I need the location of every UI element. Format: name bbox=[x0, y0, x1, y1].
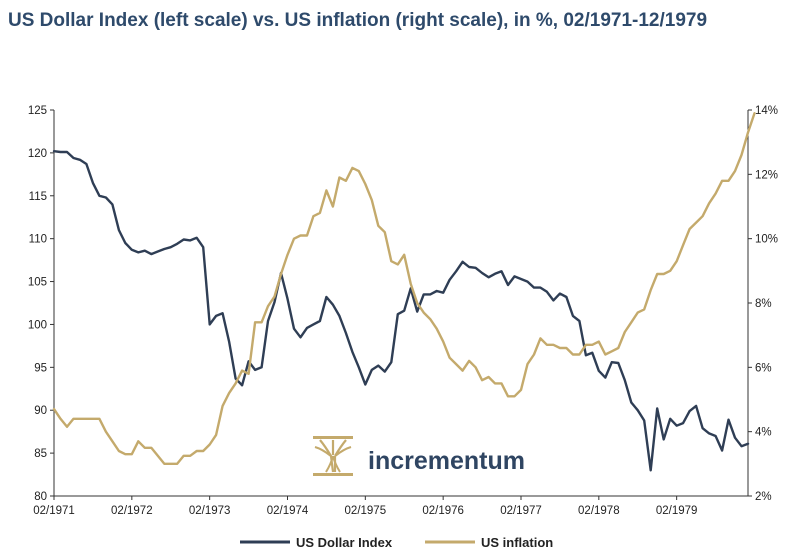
right-tick-label: 4% bbox=[755, 427, 772, 439]
x-tick-label: 02/1972 bbox=[111, 505, 153, 517]
logo-wordmark: incrementum bbox=[368, 447, 525, 475]
left-tick-label: 115 bbox=[29, 191, 47, 203]
incrementum-logo: incrementum bbox=[313, 436, 525, 476]
x-tick-label: 02/1974 bbox=[267, 505, 309, 517]
x-tick-label: 02/1973 bbox=[189, 505, 231, 517]
x-tick-label: 02/1971 bbox=[33, 505, 75, 517]
right-axis-ticks: 2% 4% 6% 8% 10% 12% 14% bbox=[748, 105, 778, 503]
left-tick-label: 100 bbox=[28, 319, 47, 331]
left-axis-ticks: 80 85 90 95 100 105 110 115 120 125 bbox=[28, 105, 54, 503]
right-tick-label: 14% bbox=[755, 105, 778, 117]
right-tick-label: 6% bbox=[755, 362, 772, 374]
legend-label-dollar-index: US Dollar Index bbox=[296, 535, 393, 550]
left-tick-label: 95 bbox=[34, 362, 47, 374]
x-tick-label: 02/1975 bbox=[345, 505, 387, 517]
right-tick-label: 10% bbox=[755, 234, 778, 246]
left-tick-label: 105 bbox=[28, 277, 47, 289]
left-tick-label: 120 bbox=[28, 148, 47, 160]
left-tick-label: 110 bbox=[29, 234, 47, 246]
right-tick-label: 12% bbox=[755, 169, 778, 181]
left-tick-label: 125 bbox=[28, 105, 47, 117]
x-tick-label: 02/1977 bbox=[500, 505, 542, 517]
left-tick-label: 90 bbox=[34, 405, 47, 417]
right-tick-label: 2% bbox=[755, 491, 772, 503]
legend-label-inflation: US inflation bbox=[481, 535, 553, 550]
series-line-inflation bbox=[52, 111, 756, 465]
tree-icon bbox=[313, 436, 353, 476]
x-tick-label: 02/1979 bbox=[656, 505, 698, 517]
x-tick-label: 02/1976 bbox=[422, 505, 464, 517]
left-tick-label: 85 bbox=[34, 448, 47, 460]
legend: US Dollar Index US inflation bbox=[240, 535, 553, 550]
left-tick-label: 80 bbox=[34, 491, 47, 503]
series-layer bbox=[52, 111, 756, 472]
x-tick-label: 02/1978 bbox=[578, 505, 620, 517]
series-line-dollar-index bbox=[52, 149, 750, 472]
chart-title: US Dollar Index (left scale) vs. US infl… bbox=[8, 10, 708, 31]
right-tick-label: 8% bbox=[755, 298, 772, 310]
x-axis-ticks: 02/1971 02/1972 02/1973 02/1974 02/1975 02/19… bbox=[33, 496, 697, 517]
